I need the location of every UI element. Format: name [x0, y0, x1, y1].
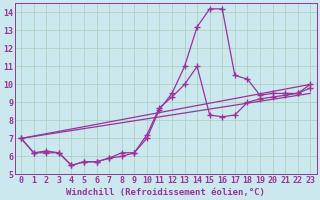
X-axis label: Windchill (Refroidissement éolien,°C): Windchill (Refroidissement éolien,°C) — [66, 188, 265, 197]
